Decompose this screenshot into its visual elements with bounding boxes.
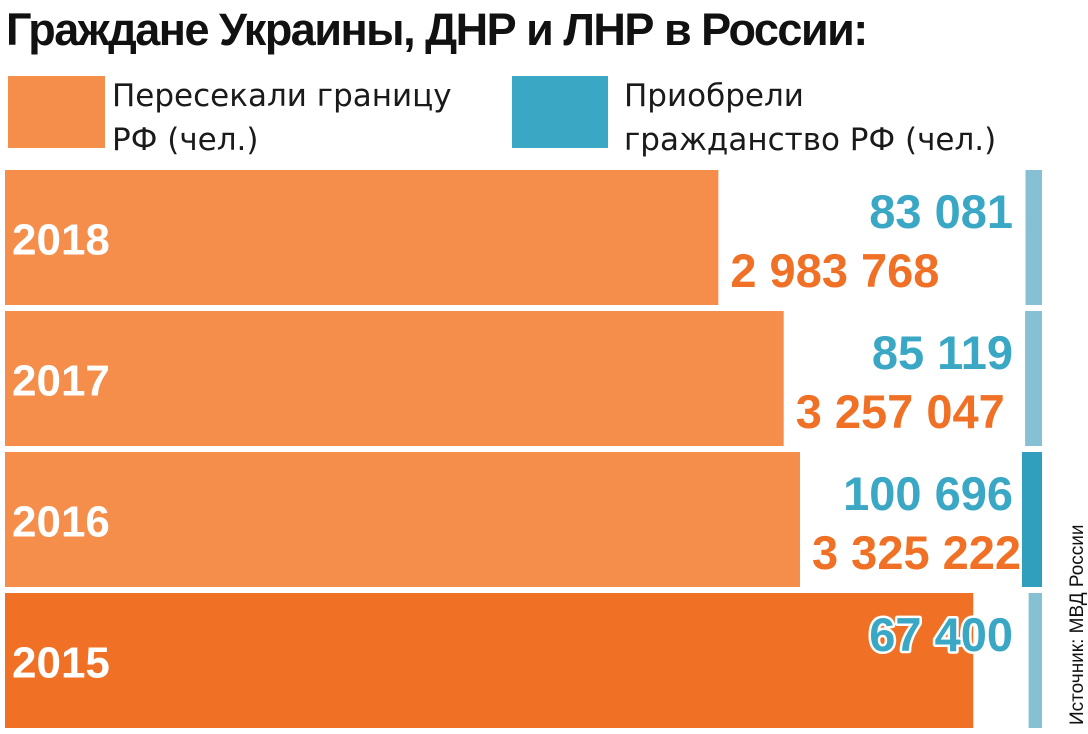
border-label-2016: 3 325 222 (812, 526, 1021, 579)
legend-item-border-crossings: Пересекали границу РФ (чел.) (8, 74, 498, 158)
legend-item-citizenship: Приобрели гражданство РФ (чел.) (512, 74, 1012, 158)
year-label-2017: 2017 (12, 357, 110, 406)
bar-citizenship-2018 (1025, 170, 1042, 305)
bar-citizenship-2017 (1025, 311, 1042, 446)
bar-citizenship-2015 (1028, 593, 1042, 728)
bar-border-2015 (5, 593, 974, 728)
source-note: Источник: МВД России (1067, 524, 1088, 725)
legend-swatch-citizenship (512, 76, 608, 148)
legend-label-border: Пересекали границу РФ (чел.) (112, 78, 452, 158)
bar-citizenship-2016 (1022, 452, 1042, 587)
citizenship-label-2018: 83 081 (869, 185, 1013, 238)
border-label-2017: 3 257 047 (796, 385, 1005, 438)
bar-border-2018 (5, 170, 719, 305)
year-label-2016: 2016 (12, 498, 110, 547)
border-label-2018: 2 983 768 (730, 244, 939, 297)
citizenship-label-2016: 100 696 (843, 467, 1013, 520)
citizenship-label-2017: 85 119 (872, 326, 1013, 379)
year-label-2015: 2015 (12, 639, 110, 688)
year-label-2018: 2018 (12, 216, 110, 265)
bar-border-2016 (5, 452, 800, 587)
bar-border-2017 (5, 311, 784, 446)
chart-title: Граждане Украины, ДНР и ЛНР в России: (6, 4, 868, 55)
legend-swatch-border (8, 76, 105, 148)
citizenship-label-2015: 67 400 (869, 608, 1013, 661)
legend-label-citizenship: Приобрели гражданство РФ (чел.) (624, 78, 997, 158)
